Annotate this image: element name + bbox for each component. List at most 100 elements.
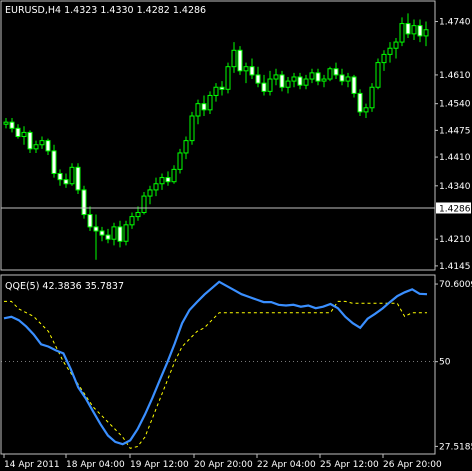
candle[interactable] (15, 124, 21, 139)
candle[interactable] (327, 66, 333, 82)
candle-body-bull (273, 74, 279, 80)
candle[interactable] (93, 214, 99, 260)
candle-body-bear (249, 66, 255, 76)
candle[interactable] (393, 37, 399, 59)
candle[interactable] (231, 42, 237, 73)
candle[interactable] (3, 118, 9, 129)
price-tick-label: 1.4210 (439, 235, 471, 245)
candle[interactable] (249, 58, 255, 80)
candle-body-bull (225, 66, 231, 90)
candle-body-bull (423, 29, 429, 37)
candle[interactable] (243, 62, 249, 84)
candle[interactable] (147, 185, 153, 205)
candle[interactable] (399, 17, 405, 47)
candle[interactable] (129, 212, 135, 229)
candle[interactable] (333, 62, 339, 80)
price-candles[interactable] (3, 13, 429, 260)
candle-body-bull (375, 62, 381, 88)
candle[interactable] (207, 91, 213, 114)
candle[interactable] (321, 74, 327, 88)
candle-body-bear (357, 92, 363, 113)
indicator-panel[interactable]: QQE(5) 42.3836 35.7837 70.6009 50 27.5185 (0, 274, 472, 455)
candle[interactable] (273, 68, 279, 86)
indicator-header: QQE(5) 42.3836 35.7837 (5, 281, 124, 292)
candle[interactable] (195, 99, 201, 125)
candle-body-bull (33, 144, 39, 150)
candle[interactable] (237, 46, 243, 75)
candle[interactable] (225, 62, 231, 94)
candle[interactable] (135, 206, 141, 221)
candle[interactable] (279, 70, 285, 92)
candle[interactable] (69, 163, 75, 186)
candle[interactable] (153, 177, 159, 197)
candle[interactable] (75, 163, 81, 195)
candle[interactable] (111, 222, 117, 246)
candle[interactable] (219, 81, 225, 96)
candle[interactable] (345, 72, 351, 88)
candle[interactable] (165, 171, 171, 186)
candle[interactable] (201, 95, 207, 116)
candle-body-bear (57, 172, 63, 181)
current-price-box (436, 202, 471, 214)
candle[interactable] (261, 74, 267, 96)
candle[interactable] (309, 68, 315, 84)
candle[interactable] (255, 66, 261, 88)
candle[interactable] (51, 144, 57, 178)
candle[interactable] (375, 58, 381, 90)
candle[interactable] (303, 74, 309, 90)
candle-body-bull (399, 23, 405, 43)
candle[interactable] (9, 118, 15, 133)
candle[interactable] (159, 173, 165, 190)
candle[interactable] (405, 13, 411, 38)
candle[interactable] (423, 21, 429, 47)
candle[interactable] (117, 220, 123, 248)
candle[interactable] (21, 126, 27, 145)
candle[interactable] (351, 74, 357, 98)
candle-body-bear (27, 131, 33, 150)
candle[interactable] (291, 72, 297, 88)
candle-body-bull (321, 78, 327, 82)
candle[interactable] (285, 76, 291, 94)
candle[interactable] (57, 169, 63, 186)
candle[interactable] (315, 68, 321, 86)
candle[interactable] (63, 173, 69, 188)
candle[interactable] (417, 19, 423, 43)
candle-body-bear (87, 214, 93, 228)
candle[interactable] (411, 19, 417, 41)
candle-body-bull (345, 76, 351, 82)
candle-body-bull (21, 131, 27, 138)
price-tick-label: 1.4410 (439, 153, 471, 163)
candle[interactable] (141, 191, 147, 215)
candle[interactable] (105, 228, 111, 244)
candle[interactable] (357, 89, 363, 116)
price-header: EURUSD,H4 1.4323 1.4330 1.4282 1.4286 (5, 5, 206, 16)
candle[interactable] (297, 72, 303, 90)
candle[interactable] (381, 50, 387, 71)
candle[interactable] (183, 136, 189, 160)
candle-body-bear (165, 177, 171, 183)
price-tick-label: 1.4340 (439, 182, 471, 192)
candle[interactable] (267, 70, 273, 96)
candle[interactable] (81, 185, 87, 219)
candle[interactable] (27, 130, 33, 153)
candle[interactable] (99, 226, 105, 242)
candle[interactable] (45, 138, 51, 156)
candle[interactable] (177, 148, 183, 174)
candle[interactable] (87, 206, 93, 231)
candle[interactable] (33, 140, 39, 153)
candle[interactable] (387, 42, 393, 63)
candle[interactable] (369, 83, 375, 112)
candle[interactable] (189, 111, 195, 145)
price-tick-label: 1.4610 (439, 71, 471, 81)
candle[interactable] (171, 165, 177, 184)
time-tick-label: 25 Apr 12:00 (320, 460, 379, 470)
candle[interactable] (339, 68, 345, 86)
candle-body-bull (195, 103, 201, 117)
candle[interactable] (213, 83, 219, 102)
candle[interactable] (123, 220, 129, 246)
candle-body-bear (333, 68, 339, 76)
candle[interactable] (363, 103, 369, 119)
price-panel[interactable]: EURUSD,H4 1.4323 1.4330 1.4282 1.4286 1.… (0, 0, 471, 272)
candle[interactable] (39, 136, 45, 149)
